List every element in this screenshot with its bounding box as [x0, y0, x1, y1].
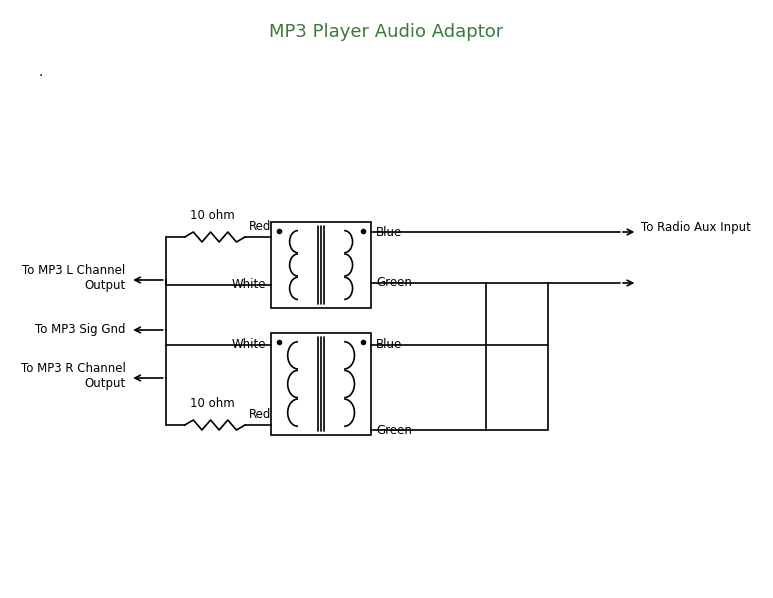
Text: White: White [232, 338, 266, 352]
Text: MP3 Player Audio Adaptor: MP3 Player Audio Adaptor [270, 23, 504, 41]
Text: Green: Green [376, 423, 412, 437]
Text: To MP3 R Channel
Output: To MP3 R Channel Output [21, 362, 125, 390]
Bar [486, 283, 548, 430]
Text: Blue: Blue [376, 338, 403, 352]
Text: To Radio Aux Input: To Radio Aux Input [641, 221, 751, 233]
Bar [271, 333, 371, 435]
Text: Blue: Blue [376, 225, 403, 239]
Text: To MP3 L Channel
Output: To MP3 L Channel Output [22, 264, 125, 292]
Text: Green: Green [376, 276, 412, 289]
Bar [271, 222, 371, 308]
Text: Red: Red [249, 220, 271, 233]
Text: .: . [39, 65, 43, 79]
Text: White: White [232, 279, 266, 291]
Text: 10 ohm: 10 ohm [190, 397, 235, 410]
Text: Red: Red [249, 408, 271, 421]
Text: To MP3 Sig Gnd: To MP3 Sig Gnd [35, 324, 125, 337]
Text: 10 ohm: 10 ohm [190, 209, 235, 222]
